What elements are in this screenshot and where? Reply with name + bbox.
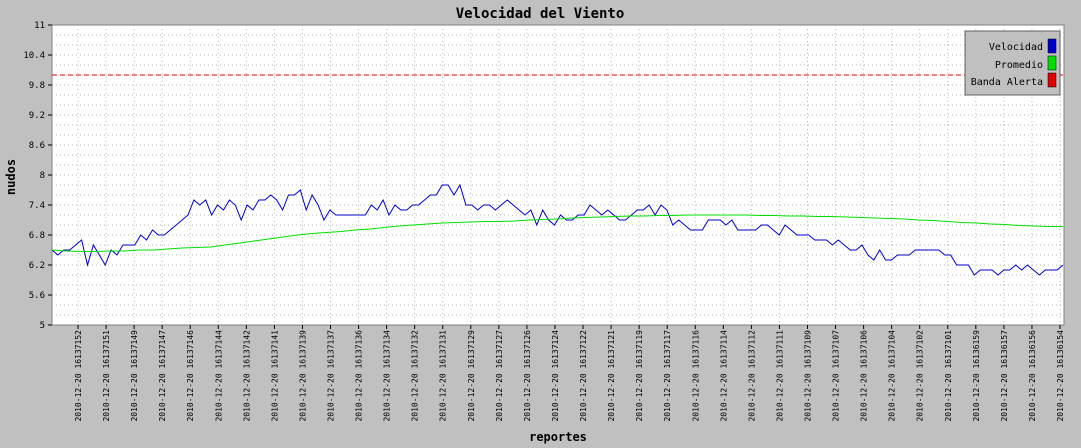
x-tick-label: 2010-12-20 16137144: [214, 330, 223, 422]
series-lines: [51, 74, 1064, 276]
legend-swatch-promedio: [1047, 55, 1057, 71]
x-tick-label: 2010-12-20 16137109: [803, 330, 812, 422]
x-tick-label: 2010-12-20 16137111: [775, 330, 784, 422]
x-tick-label: 2010-12-20 16137119: [635, 330, 644, 422]
legend-box: [964, 30, 1061, 96]
legend-label-banda-alerta: Banda Alerta: [971, 77, 1043, 88]
x-tick-label: 2010-12-20 16137107: [832, 330, 841, 422]
x-tick-label: 2010-12-20 16137134: [383, 330, 392, 422]
x-tick-label: 2010-12-20 16137132: [411, 330, 420, 422]
x-tick-label: 2010-12-20 16137106: [860, 330, 869, 422]
y-tick-label: 7.4: [29, 201, 45, 211]
x-tick-label: 2010-12-20 16137141: [270, 330, 279, 422]
y-tick-label: 5.6: [29, 291, 45, 301]
x-tick-label: 2010-12-20 16137129: [467, 330, 476, 422]
y-tick-label: 6.2: [29, 261, 45, 271]
x-tick-label: 2010-12-20 16136159: [972, 330, 981, 422]
legend-swatch-banda-alerta: [1047, 72, 1057, 88]
x-tick-label: 2010-12-20 16137142: [242, 330, 251, 422]
x-tick-label: 2010-12-20 16137152: [74, 330, 83, 422]
x-tick-label: 2010-12-20 16137114: [719, 330, 728, 422]
x-tick-label: 2010-12-20 16137139: [298, 330, 307, 422]
x-tick-label: 2010-12-20 16137149: [130, 330, 139, 422]
x-tick-label: 2010-12-20 16137122: [579, 330, 588, 422]
y-axis-label: nudos: [4, 159, 18, 195]
y-tick-label: 9.8: [29, 81, 45, 91]
x-tick-label: 2010-12-20 16137101: [944, 330, 953, 422]
x-tick-label: 2010-12-20 16136156: [1028, 330, 1037, 422]
y-axis-ticks: 5 5.6 6.2 6.8 7.4 8 8.6 9.2 9.8 10.4 11: [23, 21, 52, 331]
legend-label-velocidad: Velocidad: [989, 42, 1043, 53]
x-axis-ticks: 2010-12-20 16137152 2010-12-20 16137151 20…: [74, 325, 1065, 422]
x-tick-label: 2010-12-20 16137116: [691, 330, 700, 422]
x-tick-label: 2010-12-20 16137121: [607, 330, 616, 422]
x-tick-label: 2010-12-20 16137126: [523, 330, 532, 422]
y-tick-label: 11: [34, 21, 45, 31]
y-tick-label: 6.8: [29, 231, 45, 241]
chart-title: Velocidad del Viento: [456, 6, 625, 22]
x-tick-label: 2010-12-20 16137136: [355, 330, 364, 422]
x-tick-label: 2010-12-20 16137112: [747, 330, 756, 422]
y-tick-label: 9.2: [29, 111, 45, 121]
legend-swatch-velocidad: [1047, 38, 1057, 54]
legend-label-promedio: Promedio: [995, 60, 1043, 71]
x-tick-label: 2010-12-20 16137102: [916, 330, 925, 422]
x-tick-label: 2010-12-20 16137151: [102, 330, 111, 422]
x-tick-label: 2010-12-20 16137104: [888, 330, 897, 422]
x-axis-label: reportes: [529, 430, 587, 444]
grid: [52, 25, 1064, 325]
x-tick-label: 2010-12-20 16137131: [439, 330, 448, 422]
x-tick-label: 2010-12-20 16136154: [1056, 330, 1065, 422]
legend: Velocidad Promedio Banda Alerta: [964, 30, 1061, 96]
x-tick-label: 2010-12-20 16137117: [663, 330, 672, 422]
x-tick-label: 2010-12-20 16136157: [1000, 330, 1009, 422]
x-tick-label: 2010-12-20 16137127: [495, 330, 504, 422]
y-tick-label: 8: [40, 171, 45, 181]
y-tick-label: 5: [40, 321, 45, 331]
x-tick-label: 2010-12-20 16137146: [186, 330, 195, 422]
series-line-promedio: [51, 214, 1063, 252]
x-tick-label: 2010-12-20 16137147: [158, 330, 167, 422]
y-tick-label: 10.4: [23, 51, 45, 61]
x-tick-label: 2010-12-20 16137137: [327, 330, 336, 422]
series-line-velocidad: [51, 183, 1064, 276]
y-tick-label: 8.6: [29, 141, 45, 151]
x-tick-label: 2010-12-20 16137124: [551, 330, 560, 422]
